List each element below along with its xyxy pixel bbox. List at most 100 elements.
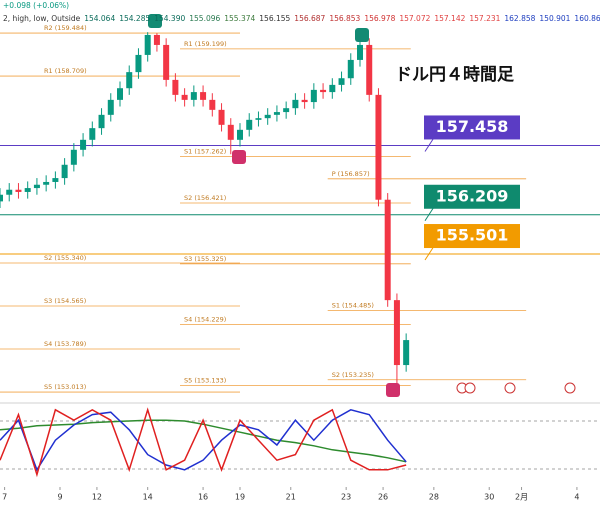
candle-body bbox=[357, 44, 363, 60]
x-tick-label: 16 bbox=[198, 493, 208, 502]
candle-body bbox=[24, 188, 31, 192]
price-label: 156.209 bbox=[436, 186, 509, 205]
header-text: 154.064 bbox=[84, 14, 116, 23]
candle-body bbox=[329, 84, 336, 93]
chart-title: ドル円４時間足 bbox=[395, 64, 514, 85]
price-label: 155.501 bbox=[436, 226, 509, 245]
pivot-label: S5 (153.013) bbox=[44, 383, 86, 391]
candle-body bbox=[384, 199, 391, 301]
x-tick-label: 9 bbox=[57, 493, 62, 502]
header-text: 155.096 bbox=[189, 14, 221, 23]
event-icon bbox=[504, 382, 516, 394]
candle-body bbox=[117, 88, 123, 100]
candle-body bbox=[292, 99, 299, 109]
header-text: 156.687 bbox=[294, 14, 326, 23]
candle-body bbox=[89, 128, 96, 140]
x-tick-label: 23 bbox=[341, 493, 351, 502]
candle-body bbox=[172, 79, 179, 95]
price-label: 157.458 bbox=[436, 117, 509, 136]
candle-body bbox=[98, 114, 105, 129]
pivot-label: R2 (159.484) bbox=[44, 24, 87, 32]
candle-body bbox=[0, 194, 3, 202]
candle-body bbox=[144, 34, 151, 55]
candle-body bbox=[347, 59, 354, 79]
x-tick-label: 30 bbox=[484, 493, 494, 502]
signal-marker bbox=[232, 150, 246, 164]
price-label-box bbox=[424, 184, 520, 209]
candle-body bbox=[61, 164, 68, 179]
header-text: 157.072 bbox=[399, 14, 431, 23]
candle-body bbox=[181, 94, 188, 100]
signal-markers bbox=[148, 14, 400, 397]
pivot-label: P (156.857) bbox=[332, 170, 370, 178]
candle-body bbox=[255, 118, 262, 120]
oscillator-line bbox=[0, 408, 407, 472]
x-tick-label: 4 bbox=[574, 493, 579, 502]
pivot-label: S4 (153.789) bbox=[44, 340, 86, 348]
x-tick-label: 2月 bbox=[515, 493, 528, 502]
x-tick-label: 19 bbox=[235, 493, 245, 502]
x-tick-label: 12 bbox=[92, 493, 102, 502]
candle-body bbox=[80, 139, 87, 150]
header-text: 156.978 bbox=[364, 14, 396, 23]
signal-marker bbox=[386, 383, 400, 397]
candle-body bbox=[107, 99, 114, 115]
header-text: 2, high, low, Outside bbox=[3, 14, 81, 23]
pivot-label: S2 (155.340) bbox=[44, 254, 86, 262]
oscillator-line bbox=[0, 419, 407, 463]
pivot-label: S3 (155.325) bbox=[184, 255, 226, 263]
header-text: 156.853 bbox=[329, 14, 361, 23]
candle-body bbox=[6, 189, 13, 195]
pivot-label: S1 (154.485) bbox=[332, 301, 374, 309]
x-tick-label: 28 bbox=[429, 493, 439, 502]
pivot-label: S5 (153.133) bbox=[184, 376, 226, 384]
candle-body bbox=[375, 94, 382, 200]
candle-body bbox=[283, 108, 290, 113]
candle-body bbox=[15, 189, 22, 192]
x-tick-label: 14 bbox=[143, 493, 153, 502]
candle-body bbox=[126, 72, 133, 89]
x-tick-label: 7 bbox=[2, 493, 7, 502]
candle-body bbox=[218, 109, 225, 125]
header-text: 155.374 bbox=[224, 14, 256, 23]
candle-body bbox=[310, 89, 317, 103]
header-text: 154.390 bbox=[154, 14, 186, 23]
candle-body bbox=[264, 114, 271, 119]
candle-body bbox=[153, 34, 160, 45]
candle-body bbox=[190, 92, 197, 100]
oscillator-line bbox=[0, 407, 407, 478]
candle-body bbox=[200, 92, 207, 100]
candle-body bbox=[301, 99, 308, 103]
signal-marker bbox=[355, 28, 369, 42]
header-text: 160.865 bbox=[574, 14, 600, 23]
header-text: 156.155 bbox=[259, 14, 291, 23]
candle-body bbox=[320, 89, 327, 93]
candle-body bbox=[52, 178, 59, 182]
candle-body bbox=[209, 99, 216, 110]
candle-body bbox=[227, 124, 234, 140]
candle-body bbox=[366, 44, 373, 95]
x-tick-label: 26 bbox=[378, 493, 388, 502]
event-icons bbox=[456, 382, 576, 394]
x-tick-label: 21 bbox=[286, 493, 296, 502]
candle-body bbox=[338, 78, 345, 85]
candle-body bbox=[403, 340, 410, 366]
header-text: 150.901 bbox=[539, 14, 571, 23]
candle-body bbox=[135, 54, 142, 73]
header-text: 162.858 bbox=[504, 14, 536, 23]
header-text: 157.231 bbox=[469, 14, 501, 23]
pivot-label: R1 (159.199) bbox=[184, 40, 227, 48]
pivot-label: S2 (153.235) bbox=[332, 371, 374, 379]
event-icon bbox=[464, 382, 476, 394]
header-text: 154.285 bbox=[119, 14, 151, 23]
price-label-box bbox=[424, 224, 520, 249]
event-icon bbox=[564, 382, 576, 394]
price-label-box bbox=[424, 115, 520, 140]
candle-body bbox=[43, 181, 50, 185]
header-text: +0.098 (+0.06%) bbox=[3, 1, 70, 10]
header-change: +0.098 (+0.06%) bbox=[3, 1, 69, 10]
candle-body bbox=[393, 300, 400, 366]
candle-body bbox=[33, 184, 40, 189]
